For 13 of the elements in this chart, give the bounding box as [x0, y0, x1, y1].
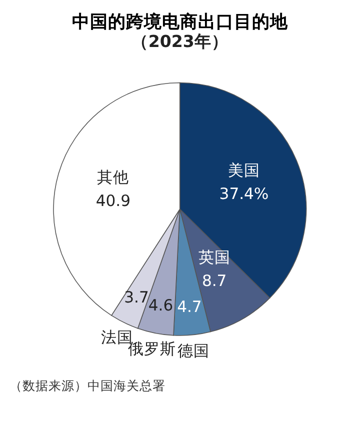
chart-subtitle: （2023年）: [131, 32, 228, 51]
chart-title: 中国的跨境电商出口目的地: [72, 11, 289, 32]
slice-label: 美国: [228, 162, 260, 180]
data-label: 40.9: [96, 192, 130, 210]
slice-label: 英国: [198, 248, 230, 267]
data-label: 3.7: [124, 288, 149, 307]
slice-label: 其他: [97, 168, 130, 187]
data-label: 4.7: [177, 298, 202, 316]
text: （数据来源）中国海关总署: [10, 378, 166, 393]
data-label: 8.7: [202, 272, 227, 290]
data-label: 37.4%: [219, 184, 269, 203]
data-label: 4.6: [148, 296, 174, 315]
slice-label: 德国: [178, 342, 210, 360]
